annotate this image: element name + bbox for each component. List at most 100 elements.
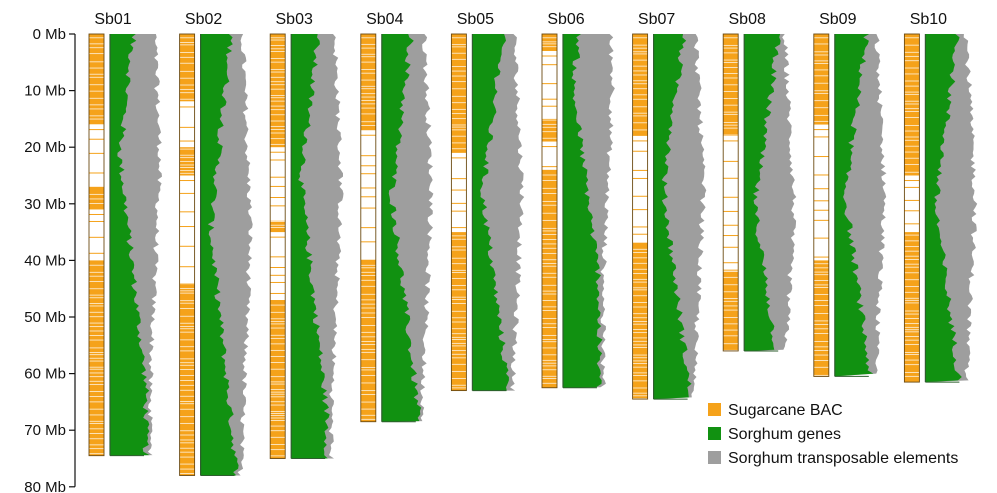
bac-gap xyxy=(360,130,376,261)
chromosome-sb06: Sb06 xyxy=(541,11,615,389)
bac-hit xyxy=(632,150,648,152)
bac-streak xyxy=(270,349,286,351)
bac-streak xyxy=(542,378,557,379)
bac-streak xyxy=(632,332,648,334)
bac-streak xyxy=(89,330,104,332)
bac-streak xyxy=(179,380,195,381)
bac-streak xyxy=(632,273,648,274)
bac-streak xyxy=(723,67,739,68)
bac-streak xyxy=(904,55,920,57)
gene-density xyxy=(291,34,330,459)
bac-streak xyxy=(542,126,557,128)
bac-streak xyxy=(632,262,648,264)
bac-streak xyxy=(179,339,195,341)
bac-streak xyxy=(542,341,557,343)
bac-streak xyxy=(904,171,920,173)
bac-streak xyxy=(451,357,467,359)
bac-streak xyxy=(632,268,648,270)
bac-streak xyxy=(813,313,829,314)
bac-streak xyxy=(542,247,557,249)
bac-streak xyxy=(360,359,376,361)
bac-gap xyxy=(632,135,648,244)
bac-streak xyxy=(270,415,286,417)
bac-streak xyxy=(451,387,467,389)
bac-streak xyxy=(89,326,104,328)
bac-hit xyxy=(89,152,104,154)
bac-streak xyxy=(632,70,648,72)
bac-streak xyxy=(89,67,104,69)
bac-streak xyxy=(723,37,739,39)
bac-gap xyxy=(89,124,104,187)
bac-hit xyxy=(904,223,920,225)
bac-streak xyxy=(904,313,920,315)
legend-item: Sorghum genes xyxy=(708,426,841,443)
bac-streak xyxy=(270,368,286,370)
bac-streak xyxy=(451,95,467,97)
bac-streak xyxy=(179,300,195,302)
bac-streak xyxy=(179,358,195,360)
bac-streak xyxy=(179,401,195,402)
bac-streak xyxy=(723,343,739,345)
bac-streak xyxy=(904,136,920,138)
bac-streak xyxy=(904,263,920,265)
bac-gap xyxy=(451,152,467,233)
bac-streak xyxy=(904,272,920,274)
bac-streak xyxy=(451,124,467,126)
bac-streak xyxy=(360,348,376,350)
bac-streak xyxy=(542,137,557,139)
y-tick-label: 0 Mb xyxy=(33,26,66,43)
bac-streak xyxy=(904,318,920,319)
bac-streak xyxy=(89,433,104,434)
bac-streak xyxy=(723,44,739,46)
bac-hit xyxy=(270,151,286,153)
bac-streak xyxy=(451,350,467,352)
bac-streak xyxy=(360,93,376,95)
bac-streak xyxy=(904,125,920,126)
chromosome-label: Sb03 xyxy=(276,11,313,28)
bac-streak xyxy=(360,85,376,87)
bac-streak xyxy=(632,44,648,46)
bac-streak xyxy=(723,52,739,54)
bac-streak xyxy=(813,100,829,102)
bac-streak xyxy=(179,325,195,327)
bac-streak xyxy=(179,157,195,159)
bac-hit xyxy=(813,136,829,138)
bac-streak xyxy=(451,66,467,68)
bac-streak xyxy=(451,384,467,386)
chromosome-label: Sb08 xyxy=(729,11,766,28)
bac-streak xyxy=(360,351,376,353)
bac-streak xyxy=(451,299,467,300)
bac-hit xyxy=(813,156,829,158)
bac-streak xyxy=(179,403,195,405)
bac-streak xyxy=(179,283,195,285)
bac-streak xyxy=(360,390,376,392)
bac-hit xyxy=(360,173,376,175)
bac-streak xyxy=(542,219,557,221)
bac-streak xyxy=(179,172,195,174)
bac-hit xyxy=(904,180,920,182)
bac-streak xyxy=(179,287,195,289)
bac-streak xyxy=(451,70,467,72)
bac-streak xyxy=(813,107,829,109)
bac-streak xyxy=(179,350,195,352)
bac-streak xyxy=(632,88,648,90)
bac-streak xyxy=(813,280,829,281)
bac-streak xyxy=(89,76,104,78)
bac-streak xyxy=(542,323,557,325)
bac-hit xyxy=(270,281,286,283)
bac-streak xyxy=(89,354,104,356)
bac-streak xyxy=(179,395,195,397)
bac-hit xyxy=(723,269,739,271)
y-tick-label: 80 Mb xyxy=(24,479,66,493)
bac-streak xyxy=(360,88,376,90)
bac-hit xyxy=(542,146,557,148)
bac-streak xyxy=(89,414,104,416)
bac-hit xyxy=(813,200,829,202)
bac-streak xyxy=(542,318,557,319)
bac-streak xyxy=(451,246,467,248)
bac-streak xyxy=(542,276,557,278)
bac-streak xyxy=(632,98,648,100)
bac-gap xyxy=(270,232,286,301)
bac-streak xyxy=(813,354,829,356)
bac-streak xyxy=(270,105,286,107)
